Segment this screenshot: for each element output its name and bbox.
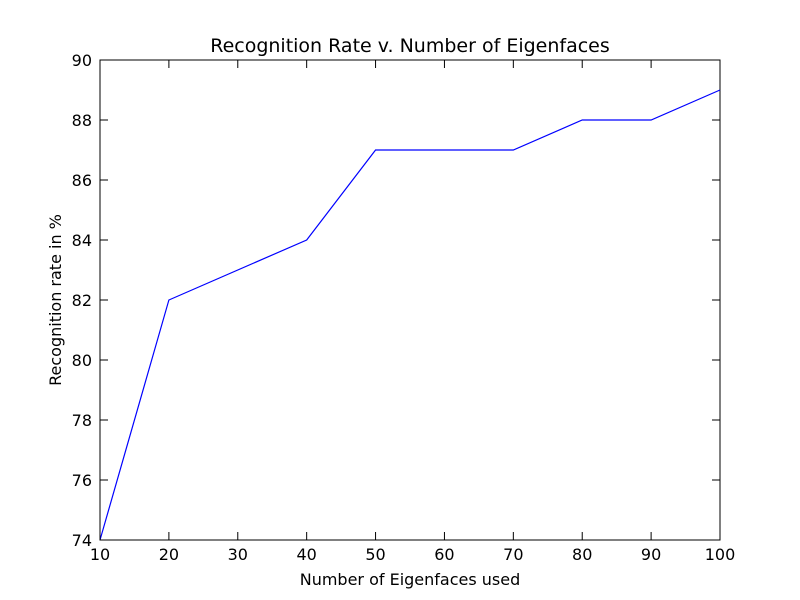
y-tick-label: 80 [72, 351, 92, 370]
x-axis: 10 20 30 40 50 60 70 80 90 100 [90, 60, 735, 564]
x-tick-label: 10 [90, 545, 110, 564]
chart-title: Recognition Rate v. Number of Eigenfaces [210, 35, 610, 57]
y-tick-label: 90 [72, 51, 92, 70]
x-tick-label: 100 [705, 545, 736, 564]
x-tick-label: 50 [365, 545, 385, 564]
series-layer [99, 89, 721, 541]
y-tick-label: 78 [72, 411, 92, 430]
x-tick-label: 70 [503, 545, 523, 564]
y-tick-label: 88 [72, 111, 92, 130]
y-tick-label: 86 [72, 171, 92, 190]
x-tick-label: 60 [434, 545, 454, 564]
x-tick-label: 30 [228, 545, 248, 564]
plot-area [99, 59, 721, 541]
x-tick-label: 80 [572, 545, 592, 564]
y-tick-label: 74 [72, 531, 92, 550]
y-axis-label: Recognition rate in % [46, 214, 65, 386]
y-tick-label: 76 [72, 471, 92, 490]
x-tick-label: 20 [159, 545, 179, 564]
series-line-0 [99, 89, 721, 541]
y-tick-label: 84 [72, 231, 92, 250]
y-tick-label: 82 [72, 291, 92, 310]
y-axis: 74 76 78 80 82 84 86 88 90 [72, 51, 720, 550]
x-tick-label: 40 [296, 545, 316, 564]
x-axis-label: Number of Eigenfaces used [300, 570, 521, 589]
x-tick-label: 90 [641, 545, 661, 564]
